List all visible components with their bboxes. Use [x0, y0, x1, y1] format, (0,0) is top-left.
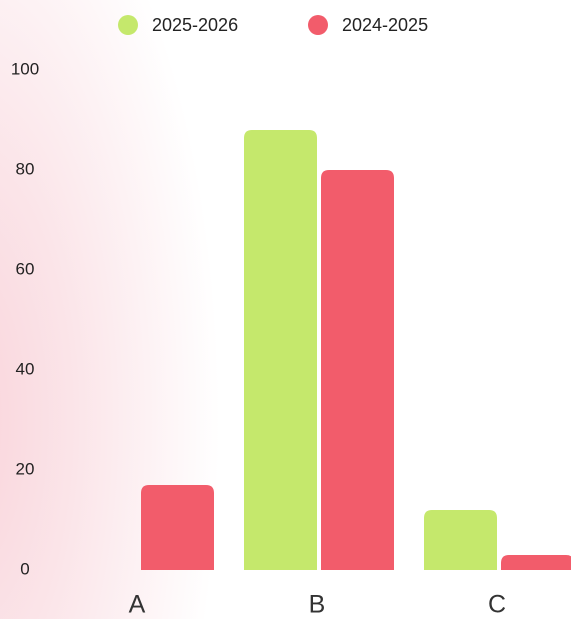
y-tick-label: 100: [11, 59, 39, 78]
y-tick-label: 40: [16, 359, 35, 378]
y-tick-label: 20: [16, 459, 35, 478]
bar: [501, 555, 571, 570]
x-tick-label: A: [129, 591, 146, 619]
y-tick-label: 60: [16, 259, 35, 278]
y-tick-label: 80: [16, 159, 35, 178]
bar: [141, 485, 214, 570]
x-tick-label: B: [309, 591, 326, 619]
x-tick-label: C: [488, 591, 506, 619]
legend-label: 2024-2025: [342, 15, 428, 35]
bar: [244, 130, 317, 570]
legend-swatch: [118, 15, 138, 35]
bar: [424, 510, 497, 570]
legend-label: 2025-2026: [152, 15, 238, 35]
legend-swatch: [308, 15, 328, 35]
y-tick-label: 0: [20, 559, 29, 578]
bar: [321, 170, 394, 570]
